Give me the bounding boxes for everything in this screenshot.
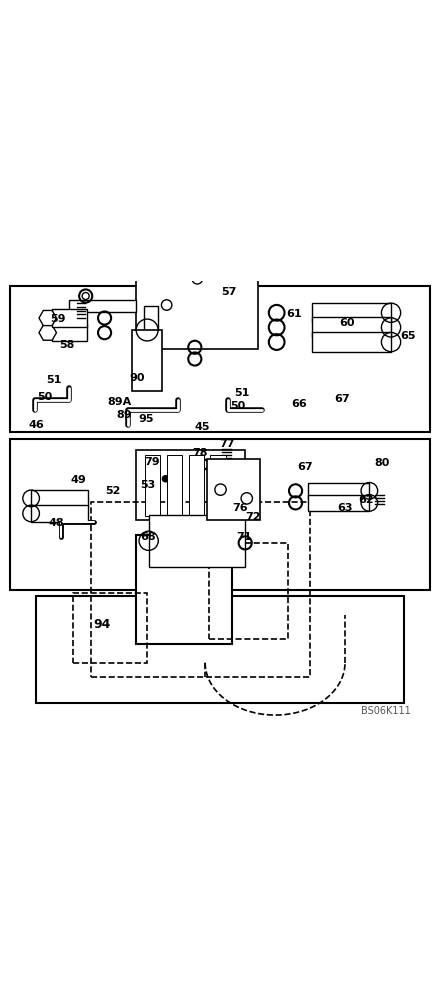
Bar [136,450,246,520]
Text: 50: 50 [37,392,53,402]
Bar [37,596,403,703]
Text: 72: 72 [245,512,260,522]
Bar [136,535,232,644]
Bar [308,495,369,511]
Text: 79: 79 [144,457,160,467]
Text: 49: 49 [70,475,86,485]
Text: 89A: 89A [107,397,132,407]
Text: 48: 48 [48,518,64,528]
Text: 62: 62 [359,495,374,505]
Text: 94: 94 [93,618,110,631]
Bar [144,306,158,341]
Text: 61: 61 [286,309,302,319]
Text: 78: 78 [193,448,208,458]
Text: 51: 51 [46,375,62,385]
Bar [149,515,245,567]
Bar [145,455,160,516]
Text: 57: 57 [221,287,236,297]
Text: 65: 65 [400,331,416,341]
Text: 51: 51 [234,388,249,398]
Bar [73,593,147,663]
Polygon shape [144,473,253,484]
Bar [312,303,391,322]
Circle shape [217,476,223,482]
Text: 45: 45 [195,422,210,432]
Text: 58: 58 [59,340,75,350]
Bar [10,439,430,590]
Text: 67: 67 [334,394,350,404]
Text: 60: 60 [339,318,355,328]
Bar [132,330,162,391]
Text: 46: 46 [29,420,44,430]
Text: 77: 77 [219,439,235,449]
Text: 53: 53 [140,480,155,490]
Bar [312,317,391,337]
Text: 52: 52 [105,486,121,496]
Bar [312,332,391,352]
Bar [167,455,182,516]
Text: 63: 63 [337,503,352,513]
Bar [209,543,288,639]
Text: 59: 59 [51,314,66,324]
Text: 90: 90 [129,373,145,383]
Text: 50: 50 [230,401,245,411]
Polygon shape [69,300,136,312]
Bar [52,309,87,327]
Text: 89: 89 [116,410,132,420]
Bar [92,502,310,677]
Circle shape [162,476,169,482]
Bar [188,455,204,516]
Text: 67: 67 [297,462,313,472]
Text: 80: 80 [374,458,389,468]
Bar [31,505,88,522]
Polygon shape [39,325,56,340]
Bar [308,483,369,499]
Text: BS06K111: BS06K111 [361,706,411,716]
Bar [31,490,88,507]
Text: 66: 66 [291,399,307,409]
Bar [10,286,430,432]
Text: 68: 68 [140,532,156,542]
Bar [136,204,258,349]
Bar [52,324,87,341]
Text: 71: 71 [236,532,252,542]
Polygon shape [39,310,56,326]
Text: 95: 95 [138,414,154,424]
Bar [207,459,260,520]
Text: 76: 76 [232,503,247,513]
Polygon shape [199,463,253,473]
Bar [210,455,226,516]
